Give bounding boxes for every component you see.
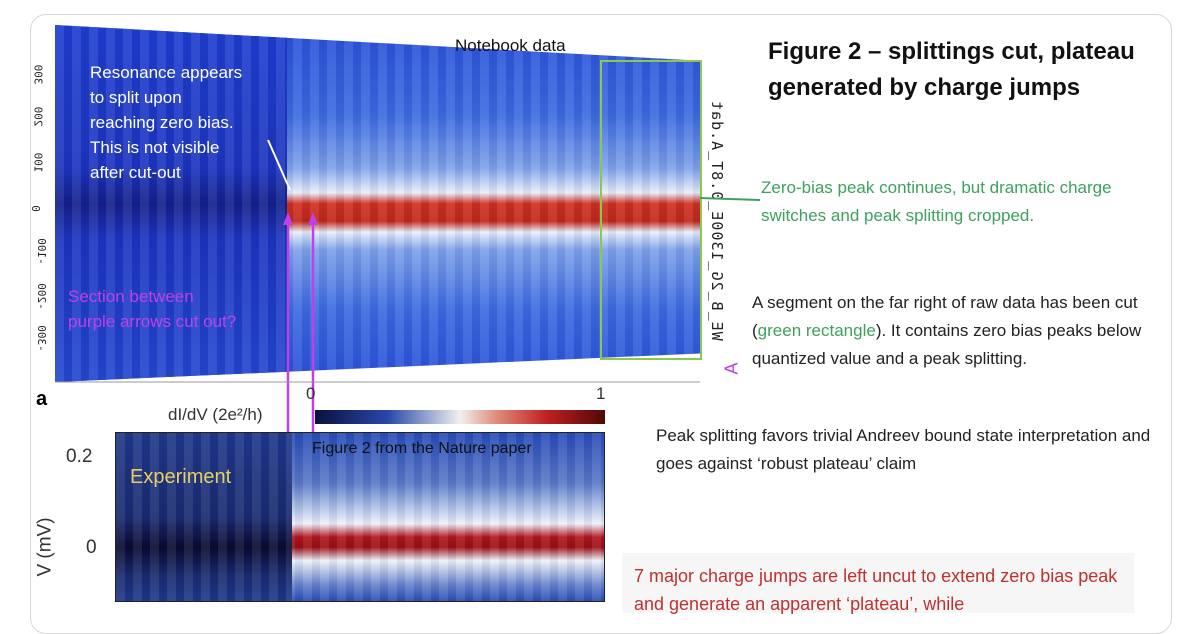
red-note: 7 major charge jumps are left uncut to e… — [634, 566, 1118, 614]
annotation-line: after cut-out — [90, 163, 181, 182]
colorbar-tick: 1 — [596, 384, 606, 403]
experiment-label: Experiment — [130, 466, 232, 488]
slide-title: Figure 2 – splittings cut, plateau gener… — [768, 38, 1135, 101]
annotation-line: Section between — [68, 287, 194, 306]
text: A segment on the far right of raw data h… — [752, 293, 1138, 340]
arrowhead — [308, 212, 318, 225]
annotation-line: reaching zero bias. — [90, 113, 234, 132]
annotation-line: to split upon — [90, 88, 182, 107]
colorbar-tick: 0 — [306, 384, 316, 403]
annotation-line: purple arrows cut out? — [68, 312, 237, 331]
experiment-heatmap — [115, 432, 605, 602]
splitting-note: Peak splitting favors trivial Andreev bo… — [656, 426, 1151, 473]
y-tick: 0.2 — [66, 446, 93, 467]
y-axis-label: V (mV) — [34, 517, 56, 577]
notebook-heatmap — [55, 25, 700, 382]
panel-label: a — [36, 388, 48, 410]
notebook-label: Notebook data — [455, 36, 566, 55]
colorbar-label: dI/dV (2e²/h) — [168, 405, 263, 424]
green-note: Zero-bias peak continues, but dramatic c… — [761, 178, 1112, 225]
purple-annotation: Section between purple arrows cut out? — [68, 284, 236, 334]
segment-note: A segment on the far right of raw data h… — [752, 289, 1162, 373]
green-text: green rectangle — [757, 321, 876, 340]
arrowhead — [283, 212, 293, 225]
text: ). It contains zero bias peaks below qua… — [752, 321, 1142, 368]
figure-caption: Figure 2 from the Nature paper — [312, 440, 532, 457]
colorbar — [315, 410, 605, 424]
annotation-line: This is not visible — [90, 138, 220, 157]
cut-region-rectangle — [600, 60, 702, 360]
green-pointer — [699, 197, 761, 201]
white-arrow — [267, 139, 291, 191]
annotation-line: Resonance appears — [90, 63, 243, 82]
resonance-annotation: Resonance appears to split upon reaching… — [90, 60, 242, 185]
y-tick: 0 — [86, 537, 97, 558]
